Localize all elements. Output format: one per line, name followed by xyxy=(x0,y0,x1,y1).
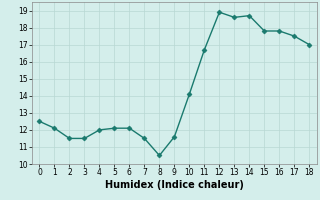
X-axis label: Humidex (Indice chaleur): Humidex (Indice chaleur) xyxy=(105,180,244,190)
